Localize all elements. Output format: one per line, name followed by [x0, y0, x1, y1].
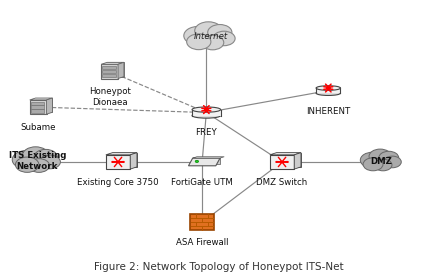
- Polygon shape: [101, 62, 124, 64]
- Circle shape: [384, 156, 401, 168]
- Text: INHERENT: INHERENT: [306, 106, 350, 116]
- Circle shape: [379, 151, 399, 164]
- FancyBboxPatch shape: [316, 88, 340, 93]
- Text: DMZ Switch: DMZ Switch: [257, 178, 308, 187]
- FancyBboxPatch shape: [102, 70, 116, 73]
- FancyBboxPatch shape: [190, 214, 214, 230]
- Text: ITS Existing
Network: ITS Existing Network: [9, 151, 66, 171]
- Circle shape: [195, 160, 199, 162]
- Circle shape: [360, 152, 384, 168]
- Text: FortiGate UTM: FortiGate UTM: [171, 178, 233, 187]
- FancyBboxPatch shape: [106, 155, 130, 169]
- Circle shape: [363, 158, 383, 171]
- Polygon shape: [294, 153, 301, 169]
- Text: Internet: Internet: [194, 32, 228, 41]
- Circle shape: [187, 34, 211, 50]
- FancyBboxPatch shape: [102, 66, 116, 69]
- FancyBboxPatch shape: [193, 157, 220, 164]
- FancyBboxPatch shape: [31, 109, 44, 113]
- FancyBboxPatch shape: [192, 109, 221, 116]
- Polygon shape: [106, 153, 137, 155]
- FancyBboxPatch shape: [31, 102, 44, 105]
- Ellipse shape: [192, 107, 221, 112]
- Ellipse shape: [17, 157, 57, 170]
- Text: FREY: FREY: [195, 129, 217, 137]
- FancyBboxPatch shape: [101, 64, 118, 78]
- Circle shape: [29, 159, 50, 172]
- FancyBboxPatch shape: [276, 153, 301, 167]
- Polygon shape: [188, 158, 220, 166]
- Text: Subame: Subame: [20, 123, 56, 132]
- Circle shape: [184, 27, 212, 45]
- Ellipse shape: [365, 157, 399, 169]
- Circle shape: [208, 25, 232, 40]
- Text: DMZ: DMZ: [371, 157, 393, 165]
- Circle shape: [16, 157, 39, 172]
- Polygon shape: [118, 62, 124, 78]
- Polygon shape: [193, 157, 224, 158]
- Circle shape: [195, 22, 222, 40]
- FancyBboxPatch shape: [102, 74, 116, 77]
- Ellipse shape: [316, 91, 340, 95]
- Polygon shape: [47, 98, 52, 114]
- Polygon shape: [130, 153, 137, 169]
- Circle shape: [39, 155, 60, 169]
- FancyBboxPatch shape: [31, 105, 44, 109]
- Circle shape: [202, 35, 224, 50]
- Ellipse shape: [316, 86, 340, 90]
- FancyBboxPatch shape: [107, 62, 124, 77]
- Circle shape: [12, 151, 41, 169]
- Circle shape: [374, 159, 392, 171]
- Text: Figure 2: Network Topology of Honeypot ITS-Net: Figure 2: Network Topology of Honeypot I…: [94, 262, 344, 272]
- Circle shape: [22, 147, 49, 164]
- Ellipse shape: [192, 113, 221, 118]
- FancyBboxPatch shape: [30, 100, 47, 114]
- Polygon shape: [30, 98, 52, 100]
- Polygon shape: [270, 153, 301, 155]
- Text: Honeypot
Dionaea: Honeypot Dionaea: [89, 87, 130, 107]
- Circle shape: [213, 31, 235, 46]
- Text: ASA Firewall: ASA Firewall: [176, 238, 229, 247]
- FancyBboxPatch shape: [270, 155, 294, 169]
- FancyBboxPatch shape: [35, 98, 52, 112]
- FancyBboxPatch shape: [113, 153, 137, 167]
- Circle shape: [369, 149, 391, 164]
- Ellipse shape: [187, 32, 234, 47]
- Text: Existing Core 3750: Existing Core 3750: [77, 178, 159, 187]
- Circle shape: [34, 149, 57, 165]
